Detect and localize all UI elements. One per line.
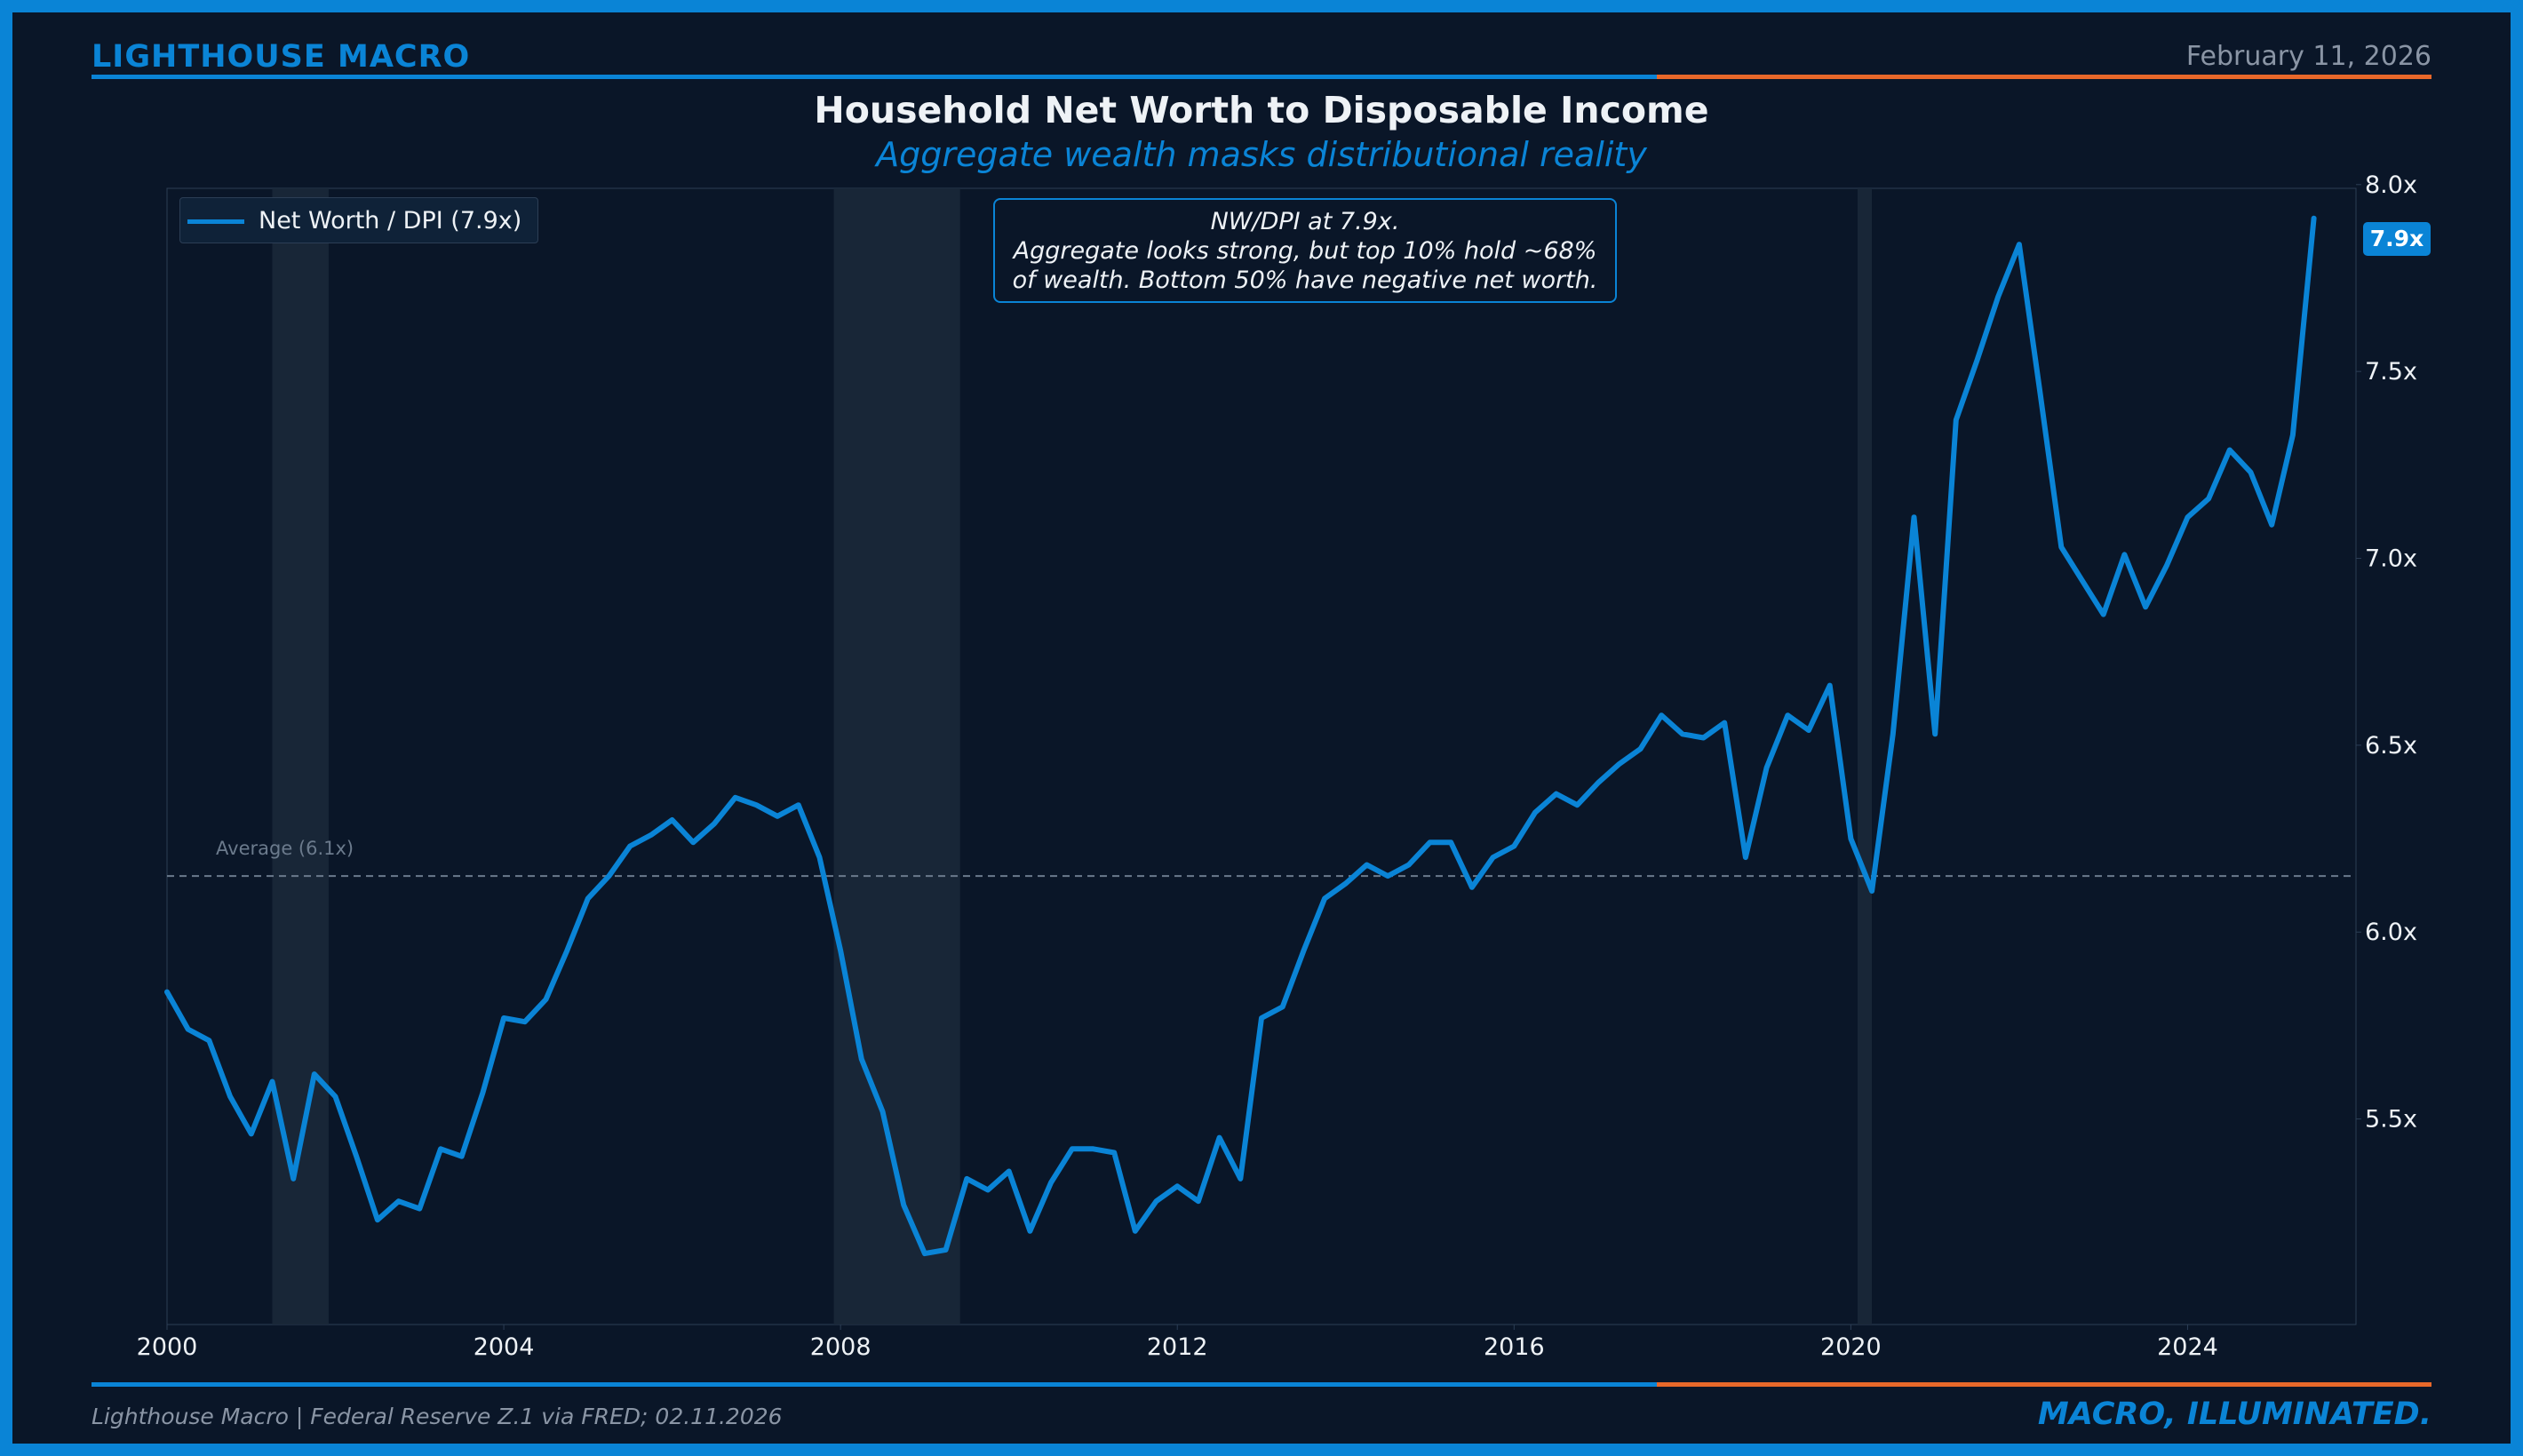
x-tick-label-2: 2008 (810, 1333, 872, 1361)
average-reference-label: Average (6.1x) (216, 838, 354, 859)
series-line-net-worth-dpi (164, 215, 2317, 1257)
chart-title: Household Net Worth to Disposable Income (814, 89, 1709, 131)
brand-logo-text: LIGHTHOUSE MACRO (92, 39, 471, 75)
y-tick-label-1: 6.0x (2365, 919, 2417, 946)
annotation-box: NW/DPI at 7.9x. Aggregate looks strong, … (993, 198, 1617, 303)
y-tick-label-5: 8.0x (2365, 171, 2417, 199)
x-tick-label-1: 2004 (474, 1333, 535, 1361)
footer-tagline: MACRO, ILLUMINATED. (2037, 1396, 2431, 1432)
x-tick-label-0: 2000 (137, 1333, 198, 1361)
header-rule-orange (1657, 75, 2431, 79)
y-tick-label-4: 7.5x (2365, 358, 2417, 386)
footer-rule-orange (1657, 1382, 2431, 1387)
x-tick-label-4: 2016 (1484, 1333, 1545, 1361)
x-tick-label-5: 2020 (1820, 1333, 1882, 1361)
footer-rule (92, 1382, 2431, 1387)
recession-band-2 (1857, 188, 1873, 1325)
y-tick-label-3: 7.0x (2365, 545, 2417, 573)
y-tick-label-2: 6.5x (2365, 732, 2417, 760)
plot-area (166, 187, 2357, 1325)
chart-subtitle: Aggregate wealth masks distributional re… (876, 135, 1647, 174)
y-tick-label-0: 5.5x (2365, 1106, 2417, 1134)
report-date: February 11, 2026 (2185, 41, 2431, 72)
annotation-line-2: Aggregate looks strong, but top 10% hold… (1013, 237, 1597, 265)
annotation-line-1: NW/DPI at 7.9x. (1210, 208, 1400, 235)
last-value-badge: 7.9x (2363, 222, 2431, 256)
legend-swatch (187, 219, 244, 224)
annotation-line-3: of wealth. Bottom 50% have negative net … (1012, 267, 1598, 294)
chart-legend: Net Worth / DPI (7.9x) (179, 197, 538, 243)
header-rule (92, 75, 2431, 79)
footer-rule-blue (92, 1382, 1657, 1387)
recession-band-1 (833, 188, 960, 1325)
x-tick-label-6: 2024 (2157, 1333, 2218, 1361)
footer-source: Lighthouse Macro | Federal Reserve Z.1 v… (92, 1404, 783, 1429)
x-tick-label-3: 2012 (1147, 1333, 1208, 1361)
header-rule-blue (92, 75, 1657, 79)
legend-label: Net Worth / DPI (7.9x) (259, 207, 522, 235)
